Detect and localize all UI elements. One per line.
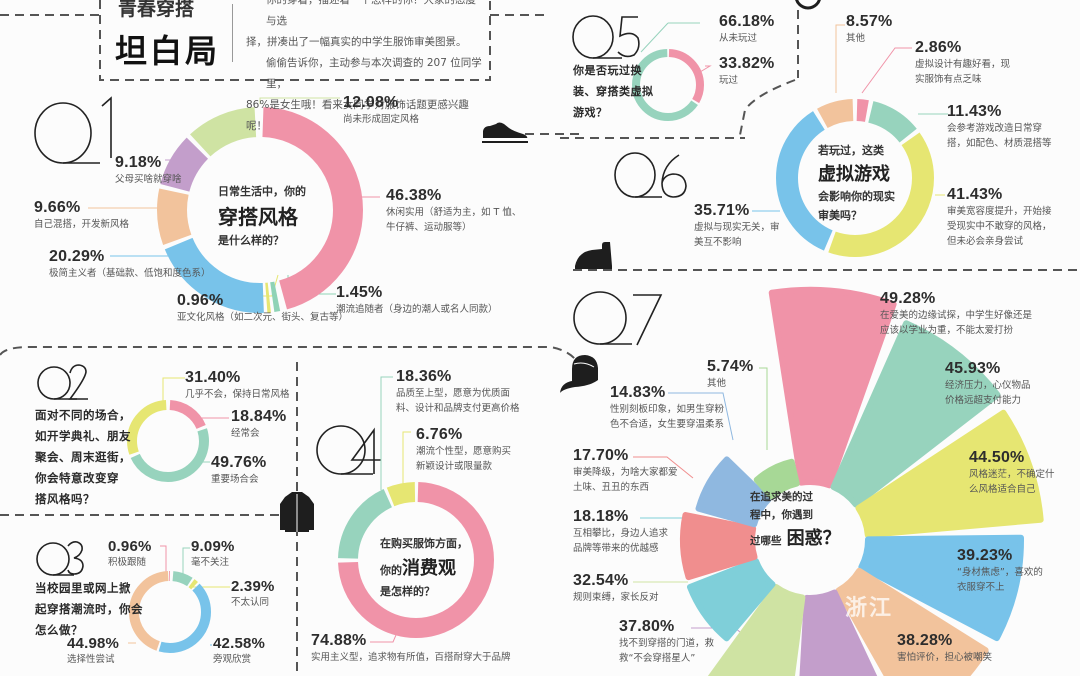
q7-rose-wedge	[753, 458, 800, 500]
q7-rose-wedge	[830, 320, 1001, 508]
q1-label-0-96: 0.96% 亚文化风格（如二次元、街头、复古等）	[177, 292, 349, 323]
watermark: 浙江	[845, 596, 894, 621]
q5-label-33: 33.82% 玩过	[719, 55, 775, 86]
q3-label-2-39: 2.39% 不太认同	[231, 578, 275, 608]
q7-label-17: 17.70% 审美降级，为啥大家都爱 土味、丑丑的东西	[573, 447, 678, 493]
q7-label-14: 14.83% 性别刻板印象，如男生穿粉 色不合适，女生要穿温柔系	[610, 384, 725, 430]
q4-label-74: 74.88% 实用主义型，追求物有所值，百搭耐穿大于品牌	[311, 632, 511, 663]
q4-label-6: 6.76% 潮流个性型，愿意购买 新颖设计或限量款	[416, 426, 512, 472]
q6-center-question: 若玩过，这类 虚拟游戏 会影响你的现实 审美吗？	[818, 144, 895, 222]
q7-label-37: 37.80% 找不到穿搭的门道，救 救“不会穿搭星人”	[619, 618, 715, 664]
q1-label-20: 20.29% 极简主义者（基础款、低饱和度色系）	[49, 248, 211, 279]
title-divider	[232, 4, 233, 62]
q1-label-9-18: 9.18% 父母买啥就穿啥	[115, 154, 182, 185]
q7-rose-wedge	[858, 534, 1024, 642]
q7-label-32: 32.54% 规则束缚，家长反对	[573, 572, 659, 603]
q7-rose-wedge	[707, 583, 806, 676]
q7-rose-wedge	[679, 512, 758, 581]
q6-label-41: 41.43% 审美宽容度提升，开始接 受现实中不敢穿的风格， 但未必会亲身尝试	[947, 186, 1052, 247]
q3-label-9-09: 9.09% 毫不关注	[191, 538, 235, 568]
q1-label-12: 12.08% 尚未形成固定风格	[343, 94, 420, 125]
q7-center-question: 在追求美的过 程中，你遇到 过哪些 困惑？	[750, 491, 841, 549]
q7-label-39: 39.23% “身材焦虑”，喜欢的 衣服穿不上	[957, 547, 1043, 593]
q7-label-45: 45.93% 经济压力，心仪物品 价格远超支付能力	[945, 360, 1031, 406]
q3-question: 当校园里或网上掀 起穿搭潮流时，你会 怎么做？	[35, 581, 143, 637]
q7-rose-wedge	[799, 589, 878, 676]
q7-rose-wedge	[695, 456, 772, 528]
title-big: 坦白局	[115, 32, 221, 70]
q7-rose-wedge	[768, 286, 897, 489]
q4-center-question: 在购买服饰方面， 你的消费观 是怎样的？	[380, 537, 468, 598]
q2-label-18: 18.84% 经常会	[231, 408, 287, 439]
q3-label-0-96: 0.96% 积极跟随	[108, 538, 152, 568]
iron-icon	[575, 242, 612, 269]
shoe-icon	[482, 122, 528, 143]
q5-question: 你是否玩过换 装、穿搭类虚拟 游戏？	[573, 64, 654, 119]
hanger-icon	[795, 0, 821, 10]
q1-center-question: 日常生活中，你的 穿搭风格 是什么样的？	[218, 185, 306, 247]
q2-label-31: 31.40% 几乎不会，保持日常风格	[185, 369, 290, 400]
jacket-icon	[280, 492, 314, 532]
q7-label-49: 49.28% 在爱美的边缘试探，中学生好像还是 应该以学业为重，不能太爱打扮	[880, 290, 1033, 336]
q2-label-49: 49.76% 重要场合会	[211, 454, 267, 485]
q1-label-1-45: 1.45% 潮流追随者（身边的潮人或名人同款）	[336, 284, 498, 315]
q7-rose-wedge	[686, 558, 776, 642]
cap-icon	[560, 355, 598, 393]
title-small: 青春穿搭	[118, 0, 195, 20]
q3-label-44: 44.98% 选择性尝试	[67, 635, 120, 665]
q7-label-38-28: 38.28% 害怕评价，担心被嘲笑	[897, 632, 993, 663]
q6-label-2-86: 2.86% 虚拟设计有趣好看，现 实服饰有点乏味	[915, 39, 1011, 85]
q6-label-8-57: 8.57% 其他	[846, 13, 893, 44]
q7-label-18-18: 18.18% 互相攀比，身边人追求 品牌等带来的优越感	[573, 508, 669, 554]
q2-question: 面对不同的场合， 如开学典礼、朋友 聚会、周末逛街， 你会特意改变穿 搭风格吗？	[35, 408, 131, 506]
q7-rose-wedge	[855, 409, 1044, 538]
q6-label-35: 35.71% 虚拟与现实无关，审 美互不影响	[694, 202, 780, 248]
q7-label-44: 44.50% 风格迷茫，不确定什 么风格适合自己	[969, 449, 1055, 495]
q7-rose-wedge	[835, 567, 989, 676]
q6-label-11: 11.43% 会参考游戏改造日常穿 搭，如配色、材质混搭等	[947, 103, 1052, 149]
q1-label-9-66: 9.66% 自己混搭，开发新风格	[34, 199, 130, 230]
q5-label-66: 66.18% 从未玩过	[719, 13, 775, 44]
intro-text: 你的穿着，描述着一个怎样的你？大家的态度与选 择，拼凑出了一幅真实的中学生服饰审…	[246, 0, 482, 132]
q1-label-46: 46.38% 休闲实用（舒适为主，如 T 恤、 牛仔裤、运动服等）	[386, 187, 522, 233]
q4-label-18: 18.36% 品质至上型，愿意为优质面 料、设计和品牌支付更高价格	[396, 368, 520, 414]
q3-label-42: 42.58% 旁观欣赏	[213, 635, 266, 665]
q7-label-5: 5.74% 其他	[707, 358, 754, 389]
